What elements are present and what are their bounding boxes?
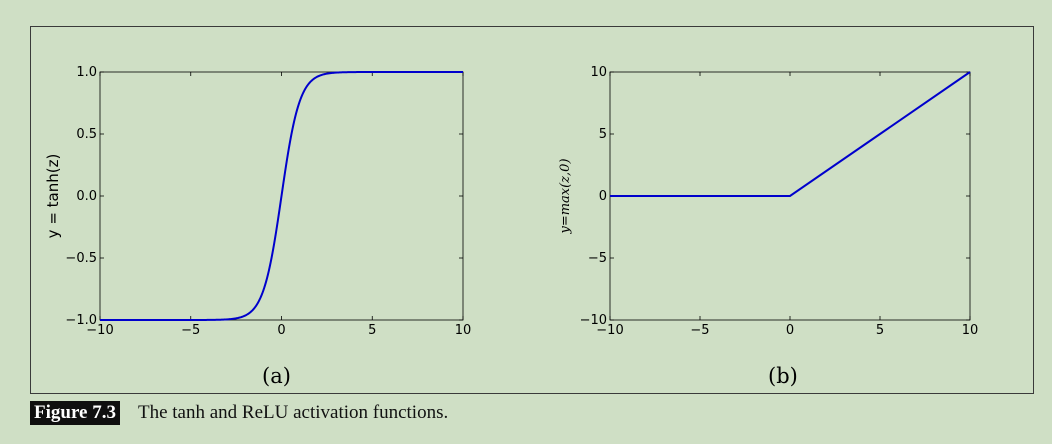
- y-tick-label: 0: [599, 189, 607, 204]
- x-tick-label: 0: [786, 323, 794, 338]
- y-axis-label: y = tanh(z): [44, 154, 62, 239]
- figure-number-badge: Figure 7.3: [30, 401, 120, 425]
- x-tick-label: −5: [690, 323, 709, 338]
- x-tick-label: 0: [277, 323, 285, 338]
- panel-label-b: (b): [768, 364, 798, 388]
- y-tick-label: −0.5: [65, 251, 97, 266]
- y-axis-label: y=max(z,0): [558, 158, 573, 234]
- series-line-tanh: [100, 71, 463, 321]
- series-line-relu: [610, 71, 971, 197]
- x-tick-label: 5: [876, 323, 884, 338]
- y-tick-label: 1.0: [76, 65, 97, 80]
- y-tick-label: 10: [590, 65, 607, 80]
- y-tick-label: 0.0: [76, 189, 97, 204]
- y-tick-label: 5: [599, 127, 607, 142]
- panel-label-a: (a): [262, 364, 291, 388]
- y-tick-label: −1.0: [65, 313, 97, 328]
- y-tick-label: 0.5: [76, 127, 97, 142]
- x-tick-label: 10: [455, 323, 472, 338]
- chart-a: −10 −5 0 5 10 1.0 0.5 0.0 −0.5 −1.0 y = tanh(z): [44, 65, 471, 338]
- chart-b: −10 −5 0 5 10 10 5 0 −5 −10 y=max(z,0): [558, 65, 978, 338]
- figure-frame: [30, 26, 1034, 394]
- x-tick-label: −10: [596, 323, 623, 338]
- x-tick-label: −5: [181, 323, 200, 338]
- figure-caption: Figure 7.3 The tanh and ReLU activation f…: [30, 401, 448, 425]
- x-tick-label: 10: [962, 323, 979, 338]
- y-tick-label: −5: [588, 251, 607, 266]
- y-tick-label: −10: [580, 313, 607, 328]
- x-tick-label: −10: [86, 323, 113, 338]
- x-tick-label: 5: [368, 323, 376, 338]
- caption-text: The tanh and ReLU activation functions.: [137, 402, 449, 423]
